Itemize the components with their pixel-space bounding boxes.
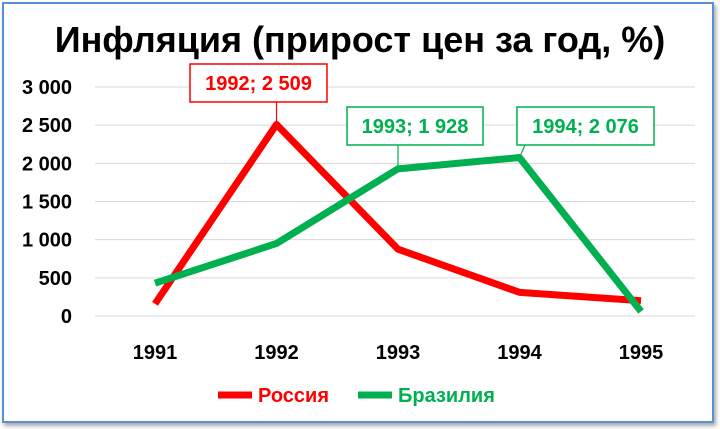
data-label-box <box>516 106 655 146</box>
data-label-callout: 1994; 2 076 <box>516 106 655 158</box>
legend-label: Россия <box>258 385 329 407</box>
data-label-box <box>189 63 328 103</box>
data-label-text: 1993; 1 928 <box>362 116 469 138</box>
y-tick-label: 3 000 <box>22 77 72 99</box>
y-tick-label: 2 000 <box>22 153 72 175</box>
data-label-callout: 1992; 2 509 <box>189 63 328 125</box>
data-label-text: 1992; 2 509 <box>205 73 312 95</box>
legend: Россия Бразилия <box>218 385 495 407</box>
data-label-callout: 1993; 1 928 <box>346 106 484 169</box>
data-label-text: 1994; 2 076 <box>532 116 639 138</box>
x-tick-label: 1991 <box>133 342 178 364</box>
legend-item: Бразилия <box>358 385 495 407</box>
x-tick-label: 1992 <box>254 342 299 364</box>
x-tick-label: 1994 <box>497 342 542 364</box>
y-axis-ticks: 0 500 1 000 1 500 2 000 2 500 3 000 <box>22 77 72 328</box>
y-tick-label: 0 <box>61 306 72 328</box>
x-tick-label: 1993 <box>376 342 421 364</box>
y-tick-label: 1 500 <box>22 192 72 214</box>
legend-item: Россия <box>218 385 329 407</box>
series-line-2 <box>153 154 644 314</box>
data-label-box <box>346 106 484 146</box>
legend-label: Бразилия <box>398 385 495 407</box>
chart-title: Инфляция (прирост цен за год, %) <box>55 19 666 60</box>
x-tick-label: 1995 <box>619 342 664 364</box>
y-tick-label: 500 <box>39 268 72 290</box>
x-axis-ticks: 1991 1992 1993 1994 1995 <box>133 342 664 364</box>
data-label-callouts: 1992; 2 509 1993; 1 928 1994; 2 076 <box>189 63 655 169</box>
y-tick-label: 2 500 <box>22 115 72 137</box>
y-tick-label: 1 000 <box>22 230 72 252</box>
leader-line <box>518 144 526 158</box>
